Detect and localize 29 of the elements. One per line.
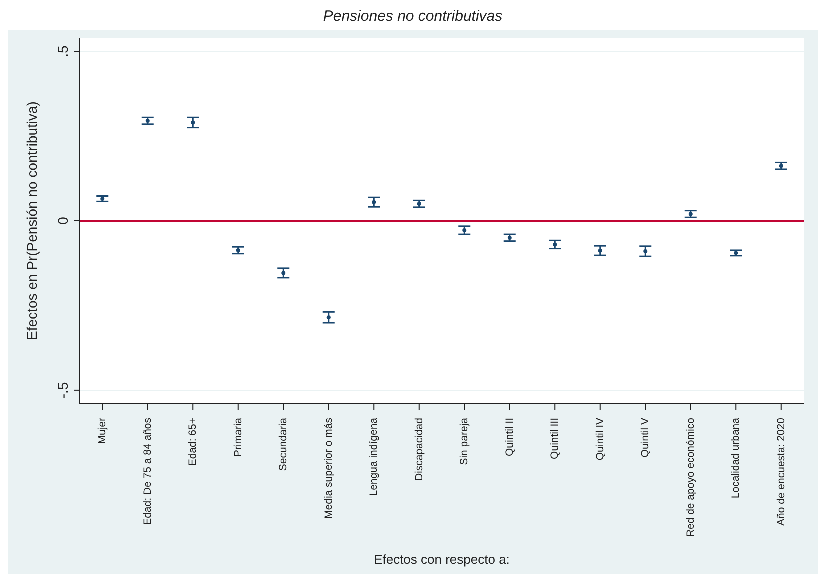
point (326, 316, 331, 320)
x-tick-label: Quintil IV (594, 418, 606, 461)
x-tick-label: Año de encuesta: 2020 (775, 418, 788, 526)
x-tick-label: Mujer (96, 418, 109, 444)
x-tick-label: Sin pareja (458, 418, 471, 466)
x-tick-label: Secundaria (278, 418, 290, 472)
x-tick-label: Primaria (232, 418, 244, 458)
point (191, 120, 196, 125)
x-tick-label: Localidad urbana (730, 418, 742, 499)
point (282, 271, 286, 276)
x-axis-title: Efectos con respecto a: (374, 552, 510, 567)
x-tick-label: Media superior o más (322, 418, 335, 519)
x-tick-label: Quintil II (504, 418, 516, 457)
x-tick-label: Lengua indígena (368, 418, 380, 496)
point (462, 228, 467, 232)
point (598, 248, 602, 253)
x-tick-label: Edad: De 75 a 84 años (142, 418, 154, 526)
y-tick-label: .5 (55, 46, 71, 58)
x-tick-label: Red de apoyo económico (684, 418, 697, 538)
y-tick-label: -.5 (55, 382, 71, 399)
x-tick-label: Quintil III (549, 418, 562, 460)
x-tick-label: Quintil V (640, 418, 652, 458)
point (644, 250, 648, 254)
point (372, 200, 376, 204)
x-tick-label: Edad: 65+ (187, 418, 200, 466)
x-tick-label: Discapacidad (413, 418, 426, 482)
y-tick-label: 0 (55, 216, 71, 225)
y-axis-title: Efectos en Pr(Pensión no contributiva) (24, 102, 40, 340)
chart-title: Pensiones no contributivas (322, 8, 504, 27)
